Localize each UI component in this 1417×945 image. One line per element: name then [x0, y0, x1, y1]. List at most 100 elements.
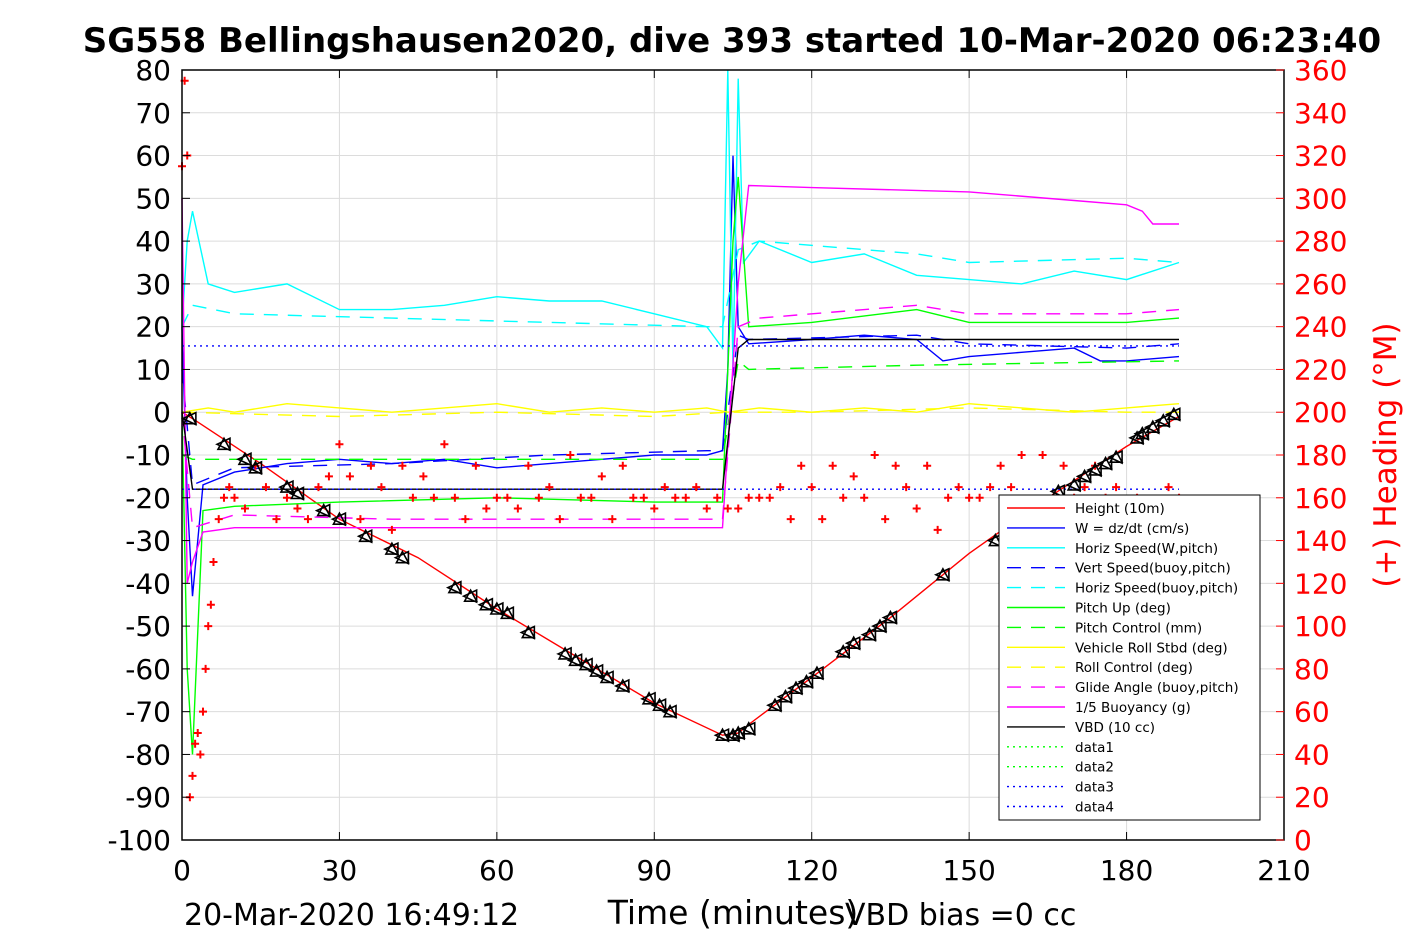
vbd-marker — [1154, 413, 1171, 429]
heading-point — [461, 515, 470, 524]
heading-point — [429, 493, 438, 502]
heading-point — [398, 461, 407, 470]
series-line-horiz_w — [181, 69, 1180, 370]
heading-point — [702, 504, 711, 513]
heading-point — [891, 461, 900, 470]
vbd-marker — [477, 597, 494, 612]
heading-point — [545, 483, 554, 492]
vbd-marker — [447, 579, 463, 594]
series-line-buoyancy — [181, 184, 1179, 584]
heading-point — [240, 504, 249, 513]
vbd-marker — [872, 618, 888, 632]
heading-point — [293, 504, 302, 513]
heading-point — [587, 493, 596, 502]
heading-point — [191, 739, 200, 748]
heading-point — [282, 493, 291, 502]
heading-point — [839, 493, 848, 502]
heading-point — [860, 493, 869, 502]
vbd-marker — [846, 635, 862, 650]
heading-point — [1007, 483, 1016, 492]
x-tick-label: 90 — [636, 854, 672, 887]
heading-point — [272, 515, 281, 524]
heading-point — [639, 493, 648, 502]
vbd-marker — [568, 652, 583, 667]
vbd-marker — [787, 680, 803, 696]
vbd-marker — [652, 697, 667, 712]
heading-point — [492, 493, 501, 502]
vbd-marker — [1066, 477, 1082, 491]
heading-point — [261, 483, 270, 492]
heading-point — [482, 504, 491, 513]
vbd-marker — [578, 656, 594, 671]
x-tick-label: 30 — [322, 854, 358, 887]
vbd-marker — [650, 697, 667, 713]
vbd-marker — [479, 597, 494, 611]
vbd-marker — [246, 460, 263, 476]
heading-point — [524, 461, 533, 470]
vbd-marker — [730, 725, 746, 739]
vbd-marker — [835, 644, 851, 658]
y-tick-label: -40 — [125, 567, 171, 600]
legend-label-glide: Glide Angle (buoy,pitch) — [1075, 680, 1239, 696]
vbd-marker — [739, 721, 756, 737]
heading-point — [618, 461, 627, 470]
heading-point — [597, 472, 606, 481]
heading-point — [744, 493, 753, 502]
vbd-marker — [557, 646, 573, 660]
heading-point — [881, 515, 890, 524]
heading-point — [198, 707, 207, 716]
vbd-marker — [933, 567, 950, 583]
heading-point — [660, 483, 669, 492]
vbd-marker — [776, 689, 793, 704]
right-y-tick-label: 340 — [1294, 97, 1347, 130]
heading-point — [849, 472, 858, 481]
vbd-marker — [1107, 449, 1123, 465]
series-line-roll_control — [181, 407, 1179, 418]
vbd-markers — [180, 406, 1182, 743]
vbd-marker — [288, 486, 305, 501]
legend-label-roll: Vehicle Roll Stbd (deg) — [1075, 640, 1228, 656]
vbd-marker — [767, 697, 783, 712]
vbd-marker — [237, 451, 253, 466]
heading-point — [206, 600, 215, 609]
vbd-marker — [799, 674, 814, 688]
heading-point — [807, 483, 816, 492]
y-tick-label: -30 — [125, 525, 171, 558]
heading-point — [225, 483, 234, 492]
vbd-marker — [395, 549, 410, 564]
y-tick-label: -20 — [125, 482, 171, 515]
vbd-marker — [519, 625, 536, 640]
heading-point — [1164, 483, 1173, 492]
heading-point — [755, 493, 764, 502]
vbd-marker — [1108, 449, 1124, 463]
heading-point — [576, 493, 585, 502]
vbd-marker — [662, 703, 678, 718]
heading-point — [314, 483, 323, 492]
x-tick-label: 120 — [785, 854, 838, 887]
heading-point — [188, 771, 197, 780]
vbd-marker — [566, 653, 583, 668]
vbd-marker — [1086, 462, 1102, 478]
legend-label-w: W = dz/dt (cm/s) — [1075, 521, 1189, 537]
x-tick-label: 150 — [942, 854, 995, 887]
right-y-tick-label: 280 — [1294, 225, 1347, 258]
heading-point — [345, 472, 354, 481]
right-y-tick-label: 80 — [1294, 653, 1330, 686]
vbd-marker — [487, 601, 504, 617]
vbd-marker — [1075, 469, 1092, 484]
vbd-marker — [463, 588, 478, 602]
right-axis-label: (+) Heading (°M) — [1368, 322, 1404, 587]
heading-point — [608, 515, 617, 524]
vbd-marker — [599, 669, 615, 684]
vbd-marker — [556, 646, 572, 662]
legend-label-horiz_w: Horiz Speed(W,pitch) — [1075, 541, 1218, 557]
vbd-marker — [1049, 484, 1066, 499]
vbd-marker — [445, 580, 462, 595]
vbd-marker — [332, 511, 347, 525]
right-y-tick-label: 0 — [1294, 824, 1312, 857]
legend-label-buoyancy: 1/5 Buoyancy (g) — [1075, 700, 1191, 716]
legend-label-data4: data4 — [1075, 800, 1114, 816]
series-line-pitch_up — [181, 176, 1180, 755]
series-line-pitch_control — [181, 359, 1180, 460]
right-y-tick-label: 120 — [1294, 567, 1347, 600]
